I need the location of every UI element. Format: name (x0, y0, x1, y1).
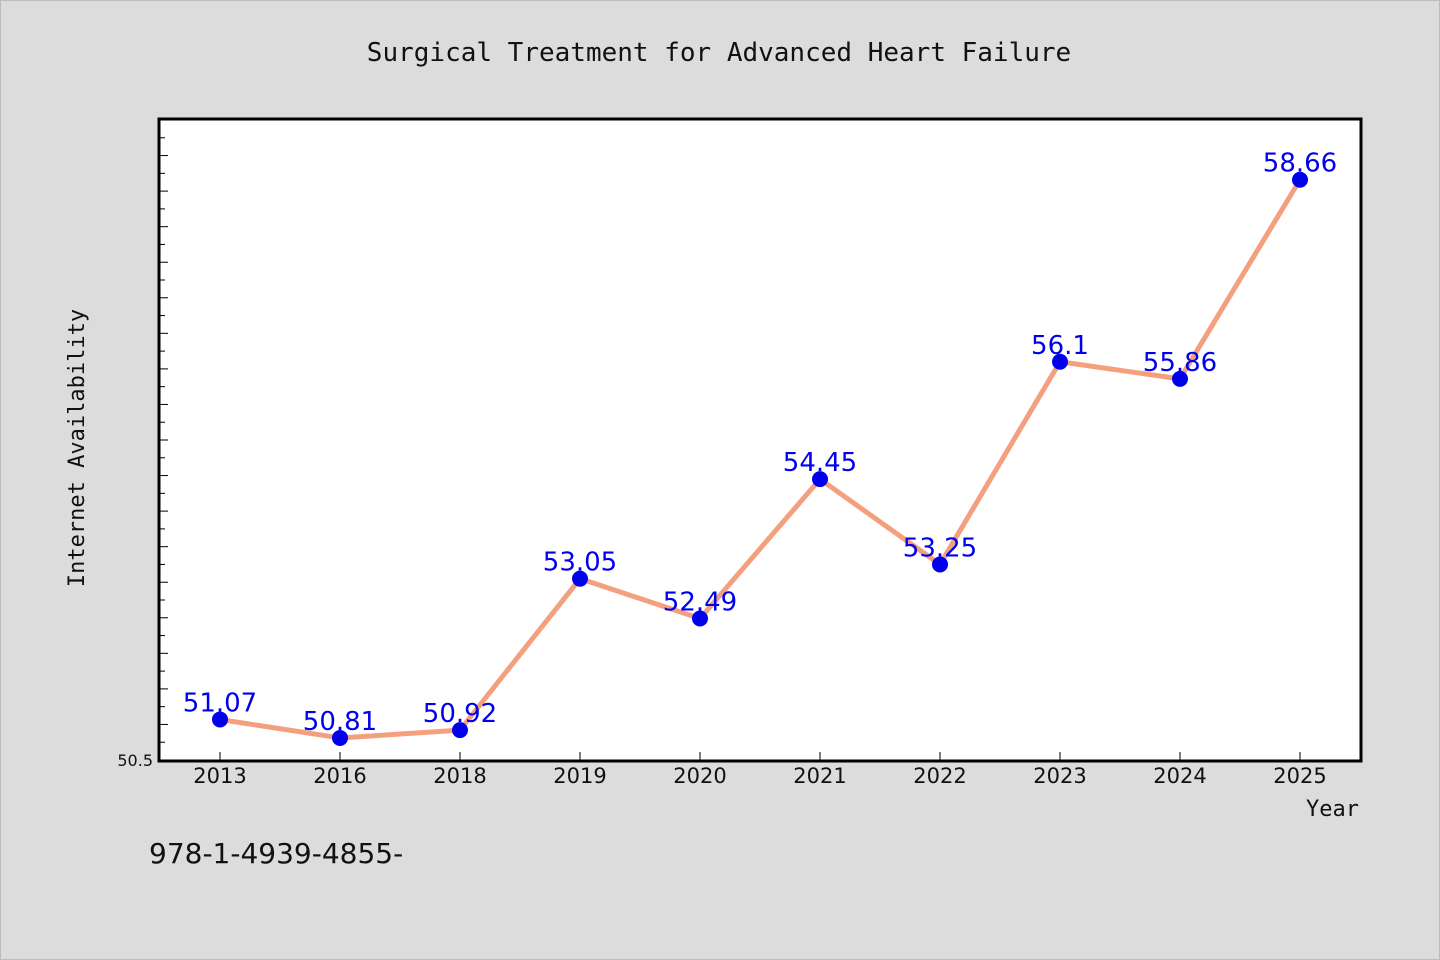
data-label: 58.66 (1263, 149, 1337, 179)
x-tick-label: 2023 (1033, 764, 1086, 788)
data-label: 53.05 (543, 548, 617, 578)
y-axis-min-label: 50.5 (117, 751, 153, 770)
data-label: 55.86 (1143, 348, 1217, 378)
data-point (692, 610, 708, 627)
series-line (217, 177, 1303, 741)
data-label: 56.1 (1031, 331, 1089, 361)
data-label: 54.45 (783, 448, 857, 478)
x-tick-label: 2022 (913, 764, 966, 788)
data-label: 50.81 (303, 707, 377, 737)
data-label: 51.07 (183, 688, 257, 718)
chart-title: Surgical Treatment for Advanced Heart Fa… (367, 38, 1071, 68)
data-point (452, 722, 468, 739)
data-point (212, 711, 228, 728)
data-label: 52.49 (663, 587, 737, 617)
x-tick-label: 2021 (793, 764, 846, 788)
footer-text: 978-1-4939-4855- (149, 837, 403, 870)
x-tick-label: 2013 (193, 764, 246, 788)
data-point (1052, 353, 1068, 370)
x-tick-label: 2025 (1273, 764, 1326, 788)
y-axis-ticks (160, 119, 168, 761)
data-point (572, 570, 588, 587)
x-tick-label: 2020 (673, 764, 726, 788)
x-tick-label: 2019 (553, 764, 606, 788)
data-point (1172, 370, 1188, 387)
x-tick-label: 2024 (1153, 764, 1206, 788)
data-point (932, 556, 948, 573)
x-tick-label: 2016 (313, 764, 366, 788)
y-axis-label: Internet Availability (65, 309, 90, 587)
data-labels: 51.07 50.81 50.92 53.05 52.49 54.45 53.25 56.1 5… (183, 149, 1337, 737)
data-label: 53.25 (903, 533, 977, 563)
data-point (812, 471, 828, 488)
x-tick-labels: 2013 2016 2018 2019 2020 2021 2022 2023 2024 2025 (193, 764, 1326, 788)
x-tick-label: 2018 (433, 764, 486, 788)
data-markers (212, 171, 1308, 746)
data-label: 50.92 (423, 699, 497, 729)
x-axis-ticks (219, 752, 1301, 760)
data-point (332, 729, 348, 746)
data-point (1292, 171, 1308, 188)
x-axis-label: Year (1306, 797, 1359, 822)
plot-area (157, 117, 1363, 763)
